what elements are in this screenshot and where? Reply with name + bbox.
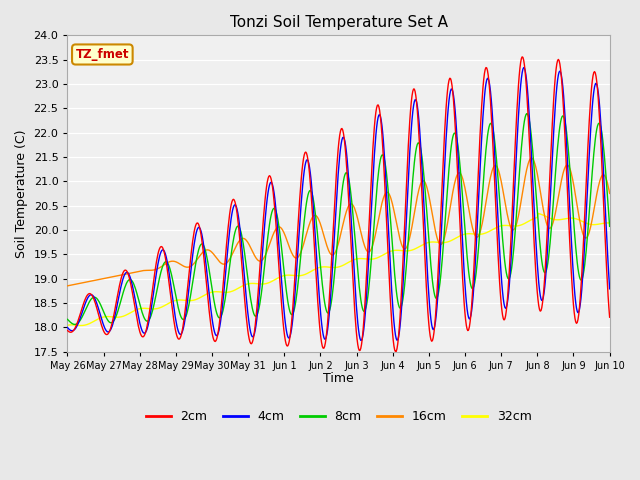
Line: 8cm: 8cm bbox=[67, 114, 610, 324]
2cm bbox=[129, 294, 137, 300]
16cm bbox=[404, 240, 412, 246]
Line: 16cm: 16cm bbox=[67, 158, 610, 286]
X-axis label: Time: Time bbox=[323, 372, 354, 385]
8cm bbox=[74, 320, 82, 326]
16cm bbox=[213, 255, 221, 261]
8cm bbox=[71, 322, 79, 327]
16cm bbox=[184, 264, 192, 270]
32cm bbox=[606, 220, 614, 226]
32cm bbox=[63, 323, 71, 328]
4cm bbox=[405, 162, 413, 168]
4cm bbox=[421, 222, 429, 228]
2cm bbox=[392, 348, 399, 354]
32cm bbox=[421, 241, 429, 247]
32cm bbox=[185, 298, 193, 303]
32cm bbox=[130, 308, 138, 314]
2cm bbox=[405, 130, 413, 135]
2cm bbox=[213, 336, 221, 342]
4cm bbox=[129, 286, 137, 291]
2cm bbox=[74, 320, 81, 326]
16cm bbox=[527, 156, 535, 161]
8cm bbox=[421, 184, 429, 190]
8cm bbox=[606, 224, 614, 229]
Text: TZ_fmet: TZ_fmet bbox=[76, 48, 129, 61]
Line: 32cm: 32cm bbox=[67, 214, 610, 325]
16cm bbox=[606, 191, 614, 196]
32cm bbox=[214, 289, 221, 295]
4cm bbox=[357, 337, 365, 343]
32cm bbox=[74, 323, 81, 328]
32cm bbox=[534, 211, 542, 216]
8cm bbox=[523, 111, 531, 117]
4cm bbox=[184, 293, 192, 299]
Y-axis label: Soil Temperature (C): Soil Temperature (C) bbox=[15, 129, 28, 258]
4cm bbox=[213, 333, 221, 338]
16cm bbox=[420, 178, 428, 184]
8cm bbox=[130, 281, 138, 287]
8cm bbox=[214, 312, 221, 318]
2cm bbox=[63, 327, 71, 333]
4cm bbox=[606, 286, 614, 292]
2cm bbox=[606, 314, 614, 320]
8cm bbox=[185, 302, 193, 308]
4cm bbox=[63, 324, 71, 330]
16cm bbox=[129, 270, 137, 276]
8cm bbox=[63, 316, 71, 322]
8cm bbox=[405, 227, 413, 232]
Title: Tonzi Soil Temperature Set A: Tonzi Soil Temperature Set A bbox=[230, 15, 447, 30]
32cm bbox=[77, 323, 85, 328]
32cm bbox=[405, 248, 413, 253]
2cm bbox=[184, 280, 192, 286]
16cm bbox=[74, 281, 81, 287]
16cm bbox=[63, 283, 71, 289]
Legend: 2cm, 4cm, 8cm, 16cm, 32cm: 2cm, 4cm, 8cm, 16cm, 32cm bbox=[141, 405, 536, 428]
2cm bbox=[518, 54, 526, 60]
Line: 2cm: 2cm bbox=[67, 57, 610, 351]
4cm bbox=[74, 323, 81, 328]
4cm bbox=[520, 65, 527, 71]
2cm bbox=[421, 255, 429, 261]
Line: 4cm: 4cm bbox=[67, 68, 610, 340]
